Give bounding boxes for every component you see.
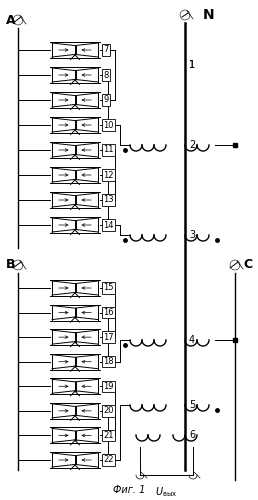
Text: 1: 1 bbox=[189, 60, 195, 70]
Text: 2: 2 bbox=[189, 140, 195, 150]
Text: 10: 10 bbox=[103, 120, 114, 130]
Text: 21: 21 bbox=[103, 431, 114, 440]
Text: 22: 22 bbox=[103, 456, 114, 464]
Text: 17: 17 bbox=[103, 332, 114, 342]
Text: 20: 20 bbox=[103, 406, 114, 416]
Text: $U_\mathsf{вых}$: $U_\mathsf{вых}$ bbox=[155, 485, 178, 499]
Text: 5: 5 bbox=[189, 400, 195, 410]
Text: B: B bbox=[6, 258, 15, 272]
Text: 11: 11 bbox=[103, 146, 114, 154]
Text: 12: 12 bbox=[103, 170, 114, 179]
Text: N: N bbox=[203, 8, 215, 22]
Text: 14: 14 bbox=[103, 220, 114, 230]
Text: C: C bbox=[243, 258, 252, 272]
Text: 18: 18 bbox=[103, 357, 114, 366]
Text: A: A bbox=[6, 14, 16, 26]
Text: 3: 3 bbox=[189, 230, 195, 240]
Text: 8: 8 bbox=[103, 70, 108, 80]
Text: 6: 6 bbox=[189, 430, 195, 440]
Text: 4: 4 bbox=[189, 335, 195, 345]
Text: 7: 7 bbox=[103, 46, 108, 54]
Text: 1: 1 bbox=[189, 60, 195, 70]
Text: 16: 16 bbox=[103, 308, 114, 317]
Text: 9: 9 bbox=[103, 96, 108, 104]
Text: 19: 19 bbox=[103, 382, 114, 391]
Text: 13: 13 bbox=[103, 196, 114, 204]
Text: Фиг. 1: Фиг. 1 bbox=[113, 485, 145, 495]
Text: 15: 15 bbox=[103, 284, 114, 292]
